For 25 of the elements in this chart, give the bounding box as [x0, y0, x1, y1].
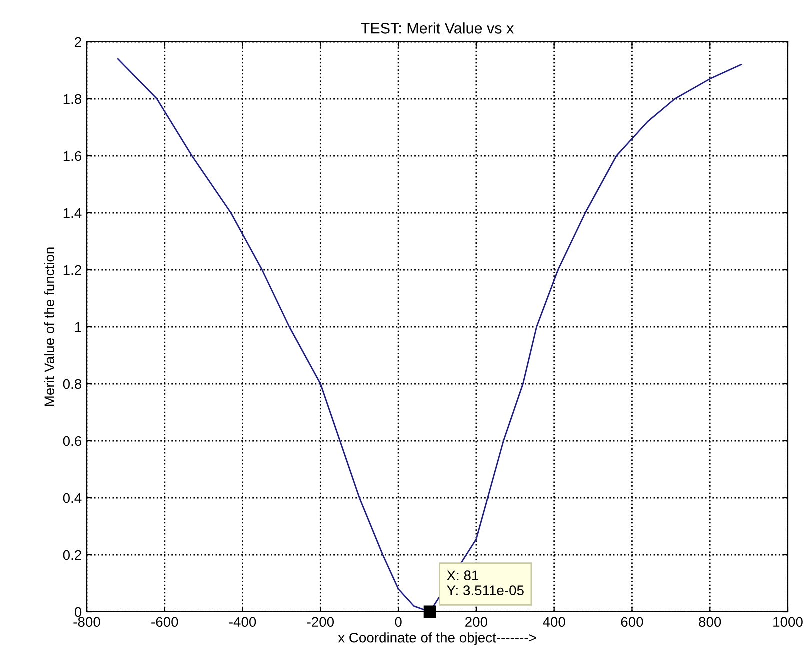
- y-axis-title: Merit Value of the function: [44, 248, 55, 406]
- x-tick-label: 600: [621, 617, 644, 628]
- x-tick-label: 400: [543, 617, 566, 628]
- x-tick-label: -400: [229, 617, 256, 628]
- x-tick-label: 200: [466, 617, 488, 628]
- y-tick-label: 1.2: [64, 265, 82, 276]
- y-tick-label: 2: [75, 37, 82, 48]
- x-tick-label: -200: [307, 617, 334, 628]
- y-tick-label: 0.6: [63, 436, 82, 446]
- y-tick-label: 1.4: [64, 208, 82, 218]
- x-axis-title: x Coordinate of the object------->: [338, 632, 536, 646]
- x-tick-label: -600: [152, 617, 178, 628]
- x-tick-label: 0: [395, 617, 402, 628]
- y-tick-label: 0.8: [63, 379, 82, 390]
- y-tick-label: 1.8: [64, 94, 82, 104]
- y-tick-label: 1: [75, 322, 82, 332]
- x-tick-label: -800: [74, 617, 100, 628]
- y-tick-label: 1.6: [64, 151, 82, 162]
- x-tick-label: 800: [699, 617, 722, 628]
- x-tick-label: 1000: [774, 617, 803, 628]
- y-tick-label: 0.4: [63, 493, 82, 504]
- chart-title: TEST: Merit Value vs x: [361, 22, 514, 34]
- y-tick-label: 0: [74, 607, 82, 618]
- y-tick-label: 0.2: [63, 550, 82, 560]
- annotation: X: 81 Y: 3.511e-05: [447, 570, 524, 596]
